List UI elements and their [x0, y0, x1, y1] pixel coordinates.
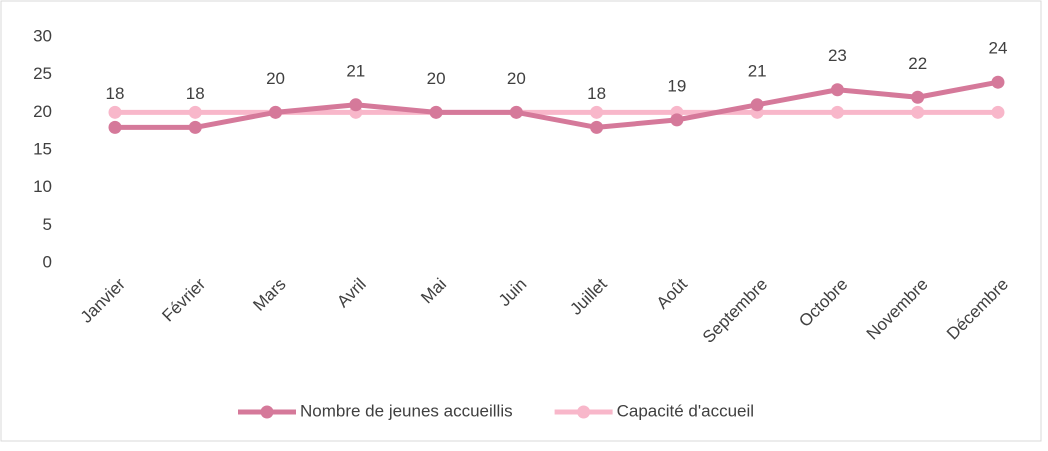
chart-border	[0, 0, 1042, 442]
series-marker	[670, 113, 684, 127]
y-tick-label: 25	[33, 64, 52, 83]
series-marker	[349, 98, 363, 112]
legend-label: Nombre de jeunes accueillis	[300, 401, 513, 420]
series-marker	[108, 120, 122, 134]
y-tick-label: 0	[43, 252, 52, 271]
series-marker	[991, 75, 1005, 89]
data-label: 18	[587, 84, 606, 103]
data-label: 20	[507, 69, 526, 88]
series-marker	[590, 120, 604, 134]
series-marker	[991, 105, 1005, 119]
series-marker	[509, 105, 523, 119]
series-marker	[911, 90, 925, 104]
y-tick-label: 30	[33, 26, 52, 45]
series-marker	[830, 83, 844, 97]
y-tick-label: 20	[33, 102, 52, 121]
data-label: 20	[427, 69, 446, 88]
series-marker	[429, 105, 443, 119]
y-tick-label: 10	[33, 177, 52, 196]
series-marker	[750, 98, 764, 112]
data-label: 24	[989, 39, 1008, 58]
series-marker	[830, 105, 844, 119]
y-tick-label: 5	[43, 215, 52, 234]
data-label: 23	[828, 46, 847, 65]
legend-marker	[577, 405, 591, 419]
data-label: 18	[106, 84, 125, 103]
legend-marker	[260, 405, 274, 419]
series-marker	[269, 105, 283, 119]
legend-label: Capacité d'accueil	[617, 401, 754, 420]
y-tick-label: 15	[33, 139, 52, 158]
series-marker	[108, 105, 122, 119]
series-marker	[590, 105, 604, 119]
data-label: 18	[186, 84, 205, 103]
data-label: 20	[266, 69, 285, 88]
series-marker	[188, 120, 202, 134]
series-line	[115, 79, 999, 130]
data-label: 21	[748, 61, 767, 80]
data-label: 19	[667, 76, 686, 95]
series-marker	[188, 105, 202, 119]
data-label: 21	[346, 61, 365, 80]
series-marker	[911, 105, 925, 119]
data-label: 22	[908, 54, 927, 73]
